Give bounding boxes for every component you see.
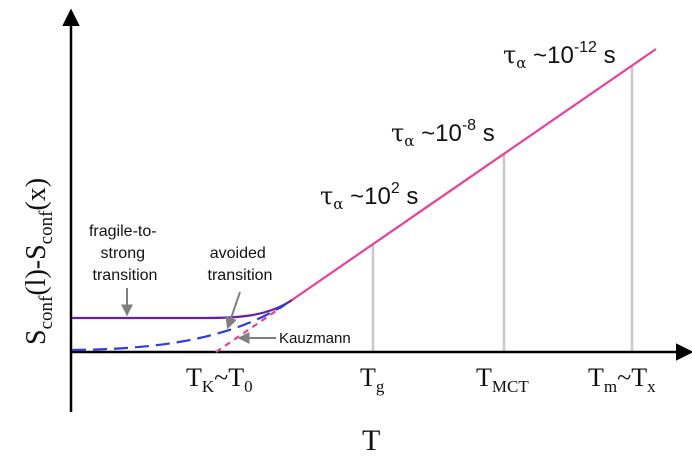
x-axis-label: T — [362, 424, 380, 457]
avoided-transition-label: avoided transition — [208, 245, 273, 284]
tick-label-tk: TK~T0 — [186, 363, 253, 396]
kauzmann-label: Kauzmann — [279, 330, 351, 347]
tick-label-tmct: TMCT — [476, 363, 529, 396]
entropy-line-solid — [291, 48, 657, 301]
y-axis-label: Sconf(l)-Sconf(x) — [21, 178, 57, 345]
tick-label-tg: Tg — [360, 363, 385, 396]
fragile-to-strong-label: fragile-to- strong transition — [89, 223, 161, 284]
tick-label-tm: Tm~Tx — [588, 363, 656, 396]
tau-label-tg: τα ~102 s — [320, 180, 418, 213]
tau-label-tm: τα ~10-12 s — [503, 39, 616, 72]
avoided-transition-curve — [71, 299, 293, 352]
tau-label-tmct: τα ~10-8 s — [391, 117, 495, 150]
avoided-arrow — [225, 291, 241, 330]
fragile-to-strong-curve — [72, 299, 293, 320]
entropy-line-extrapolated — [215, 299, 293, 353]
